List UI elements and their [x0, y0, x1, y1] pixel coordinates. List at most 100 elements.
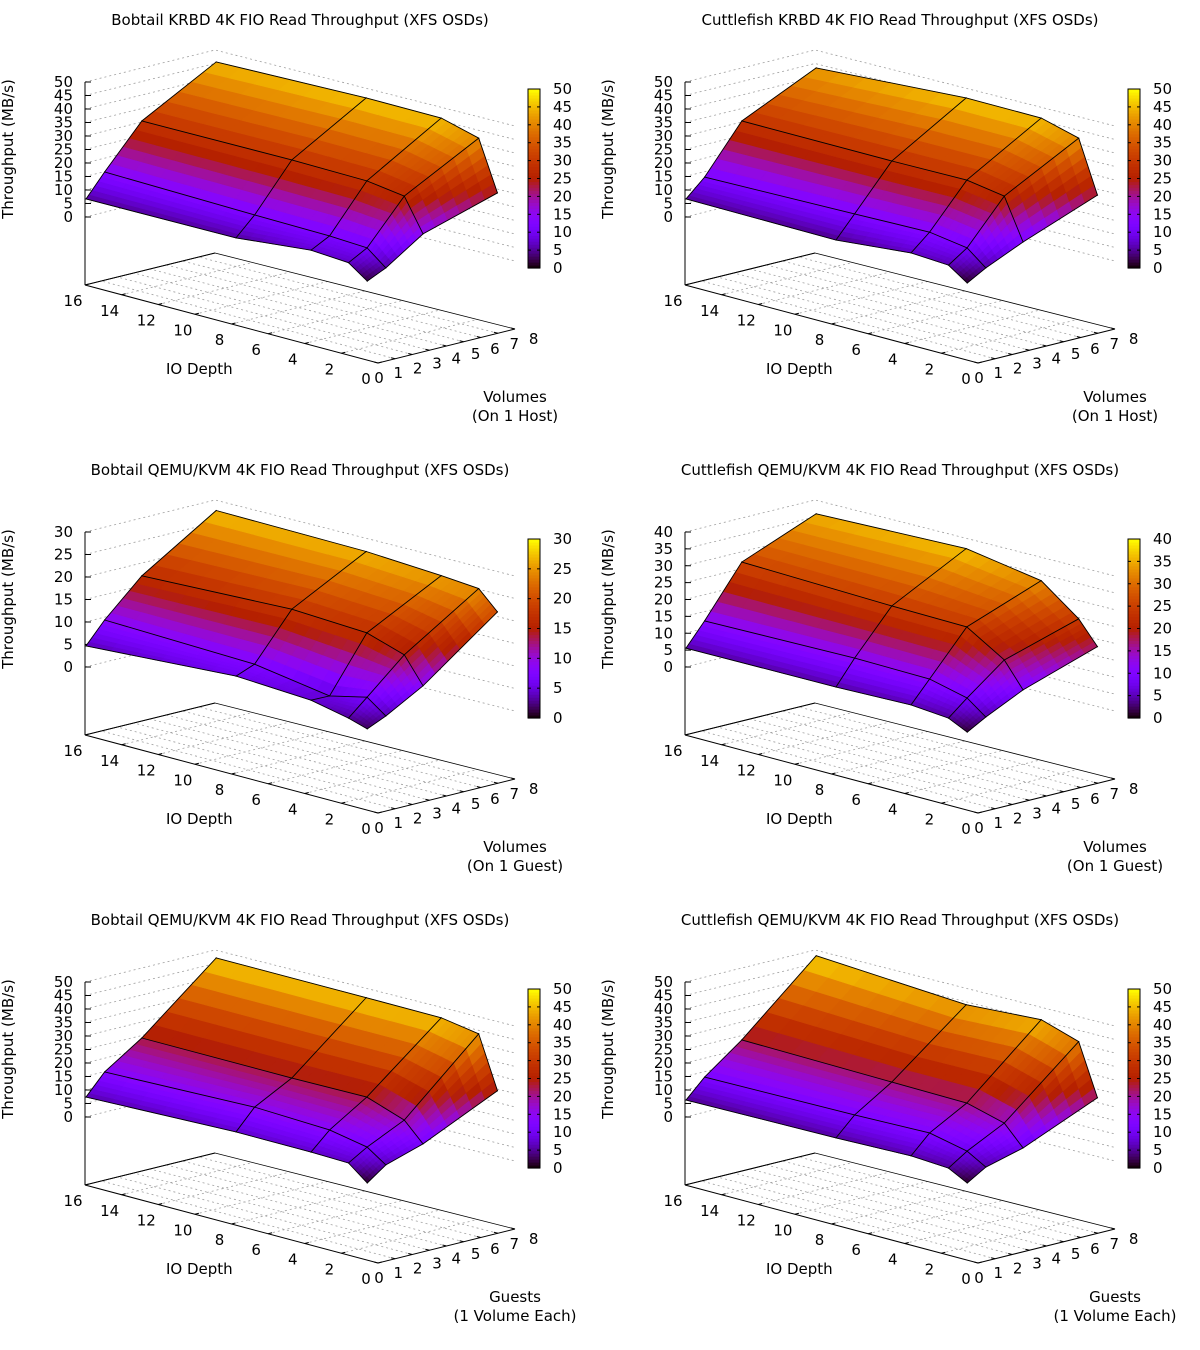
data-point [496, 1090, 499, 1092]
cb-tick-label: 10 [553, 223, 572, 241]
surface [85, 957, 499, 1184]
x-tick-label: 0 [961, 370, 971, 388]
y-gridline [101, 280, 396, 360]
x-tick-label: 0 [961, 1270, 971, 1288]
cb-tick-label: 30 [1153, 575, 1172, 593]
data-point [215, 957, 217, 959]
y-tick-label: 1 [394, 364, 404, 382]
x-gridline [121, 262, 253, 296]
mesh-line-iodepth [235, 997, 367, 1133]
x-tick-label: 0 [961, 820, 971, 838]
data-point [366, 1096, 368, 1098]
colorbox-band [528, 706, 540, 710]
colorbox-band [528, 628, 540, 633]
y-tick [1059, 790, 1064, 793]
colorbox-band [528, 997, 540, 1002]
colorbox-band [1128, 553, 1140, 558]
data-point [835, 239, 837, 241]
y-gridline [701, 730, 996, 810]
x-tick [721, 743, 726, 746]
z-tick-label: 45 [54, 987, 73, 1005]
x-gridline [758, 721, 891, 755]
data-point [422, 685, 424, 687]
x-gridline [158, 271, 291, 305]
colorbox-band [528, 1147, 540, 1151]
x-tick [868, 1232, 873, 1235]
colorbox-band [1128, 1015, 1140, 1020]
y-tick-label: 0 [374, 819, 384, 837]
colorbox-band [528, 124, 540, 129]
x-tick [268, 782, 273, 785]
mesh-line-iodepth [310, 117, 442, 251]
colorbox-band [528, 556, 540, 561]
x-gridline [941, 1219, 1078, 1254]
colorbox-band [528, 607, 540, 612]
z-tick-label: 0 [663, 1108, 673, 1126]
cb-tick-label: 45 [553, 98, 572, 116]
x-tick [341, 1251, 346, 1254]
x-tick [341, 801, 346, 804]
data-point [254, 1106, 256, 1108]
cb-tick-label: 0 [553, 709, 563, 727]
x-gridline [304, 759, 441, 794]
data-point [496, 192, 499, 194]
y-gridline [798, 1156, 1098, 1234]
colorbox-band [1128, 223, 1140, 227]
z-tick-label: 10 [654, 181, 673, 199]
colorbox-band [528, 1162, 540, 1166]
colorbox-band [528, 1096, 540, 1100]
colorbox-band [528, 583, 540, 588]
x-tick-label: 2 [325, 1260, 335, 1278]
x-tick-label: 6 [251, 791, 261, 809]
colorbox-band [528, 712, 540, 716]
cb-tick-label: 50 [553, 80, 572, 98]
data-point [85, 198, 87, 200]
colorbox-band [528, 112, 540, 117]
colorbox-band [1128, 589, 1140, 594]
cb-tick-label: 40 [1153, 116, 1172, 134]
surface [685, 67, 1099, 284]
cb-tick-label: 45 [1153, 998, 1172, 1016]
z-tick-label: 15 [654, 607, 673, 625]
data-point [254, 663, 256, 665]
base-border-back [684, 702, 1116, 780]
y-tick-label: 8 [529, 330, 539, 348]
mesh-line-iodepth [85, 61, 217, 200]
colorbox-band [528, 1135, 540, 1139]
colorbox-band [528, 169, 540, 174]
x-tick-label: 8 [215, 331, 225, 349]
colorbox-band [528, 1033, 540, 1038]
data-point [440, 117, 442, 119]
mesh-line-iodepth [910, 580, 1042, 706]
y-gridline [782, 260, 1081, 338]
colorbox-band [1128, 259, 1140, 263]
colorbox-band [528, 1123, 540, 1127]
z-axis-label: Throughput (MB/s) [599, 79, 617, 219]
cb-tick-label: 20 [553, 590, 572, 608]
y-tick [973, 1261, 979, 1264]
cb-tick-label: 30 [553, 152, 572, 170]
y-tick-label: 3 [1032, 1254, 1042, 1272]
x-tick [121, 743, 126, 746]
colorbox-band [528, 673, 540, 677]
colorbox-band [528, 193, 540, 197]
x-tick-label: 0 [361, 370, 371, 388]
colorbox-band [528, 1054, 540, 1059]
colorbox-band [1128, 547, 1140, 552]
data-point [1078, 618, 1080, 620]
colorbox-band [1128, 700, 1140, 704]
colorbox-band [528, 1150, 540, 1154]
colorbox-band [528, 89, 540, 93]
y-tick [1042, 344, 1047, 347]
colorbox-band [1128, 1117, 1140, 1121]
y-tick [425, 798, 430, 801]
colorbox-band [1128, 595, 1140, 600]
colorbox-band [1128, 610, 1140, 615]
z-gridline [84, 499, 516, 577]
data-point [1078, 137, 1080, 139]
cb-tick-label: 35 [1153, 1034, 1172, 1052]
data-point [235, 675, 237, 677]
x-tick [304, 792, 309, 794]
colorbox-band [1128, 130, 1140, 135]
y-gridline [166, 1164, 464, 1243]
